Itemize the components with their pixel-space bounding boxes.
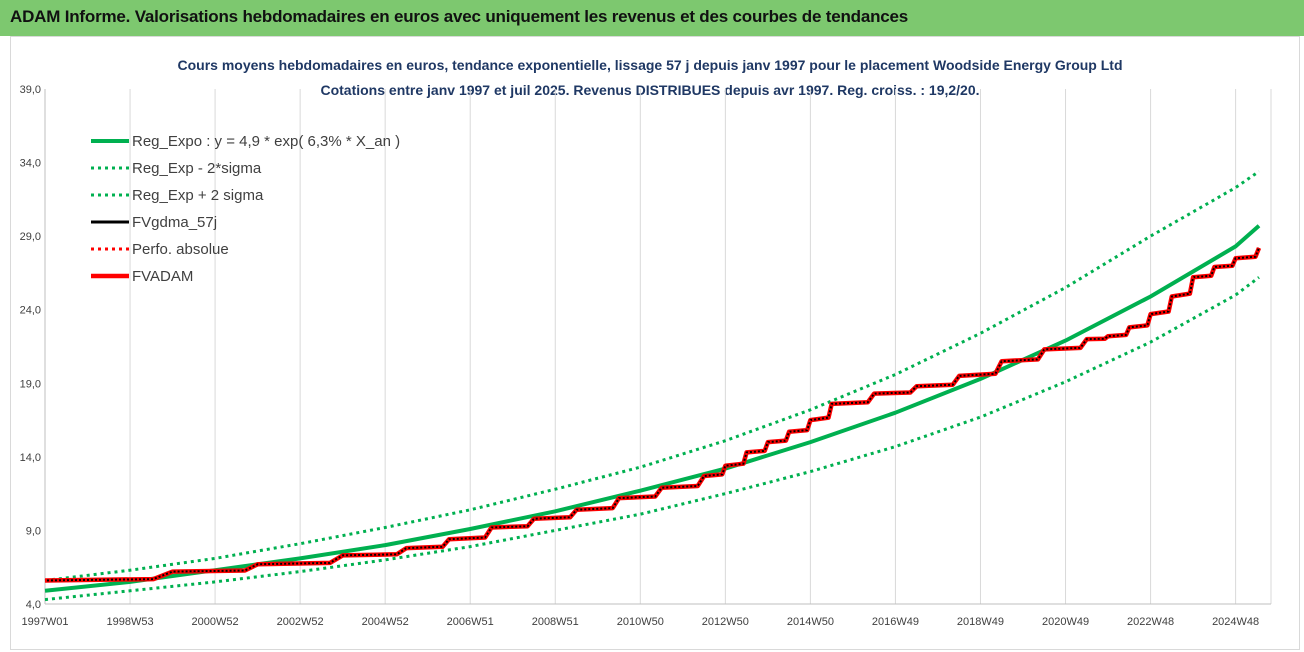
y-tick-label: 9,0 bbox=[26, 525, 41, 537]
series-line-1 bbox=[44, 276, 1260, 602]
x-tick-label: 2010W50 bbox=[617, 616, 664, 628]
chart-svg: Cours moyens hebdomadaires en euros, ten… bbox=[20, 57, 1272, 628]
x-tick-label: 1997W01 bbox=[21, 616, 68, 628]
x-tick-label: 2022W48 bbox=[1127, 616, 1174, 628]
x-tick-label: 1998W53 bbox=[106, 616, 153, 628]
series-line-2 bbox=[44, 170, 1260, 582]
legend: Reg_Expo : y = 4,9 * exp( 6,3% * X_an ) R… bbox=[91, 133, 400, 285]
series-layer bbox=[44, 170, 1262, 602]
chart-subtitle: Cotations entre janv 1997 et juil 2025. … bbox=[320, 82, 979, 98]
legend-label: FVgdma_57j bbox=[132, 214, 217, 231]
x-tick-label: 2002W52 bbox=[277, 616, 324, 628]
x-tick-label: 2006W51 bbox=[447, 616, 494, 628]
y-tick-label: 14,0 bbox=[20, 452, 41, 464]
chart-title: Cours moyens hebdomadaires en euros, ten… bbox=[178, 57, 1123, 73]
x-tick-label: 2000W52 bbox=[192, 616, 239, 628]
x-tick-label: 2012W50 bbox=[702, 616, 749, 628]
y-tick-label: 29,0 bbox=[20, 231, 41, 243]
x-tick-label: 2024W48 bbox=[1212, 616, 1259, 628]
x-tick-label: 2014W50 bbox=[787, 616, 834, 628]
legend-label: Reg_Exp - 2*sigma bbox=[132, 160, 262, 177]
x-tick-label: 2020W49 bbox=[1042, 616, 1089, 628]
series-line-3 bbox=[44, 247, 1260, 582]
x-tick-label: 2016W49 bbox=[872, 616, 919, 628]
chart-area: Cours moyens hebdomadaires en euros, ten… bbox=[10, 36, 1300, 650]
y-tick-label: 19,0 bbox=[20, 378, 41, 390]
legend-label: FVADAM bbox=[132, 268, 193, 285]
header-bar: ADAM Informe. Valorisations hebdomadaire… bbox=[0, 0, 1304, 36]
legend-label: Perfo. absolue bbox=[132, 241, 229, 258]
x-tick-label: 2004W52 bbox=[362, 616, 409, 628]
y-tick-label: 24,0 bbox=[20, 305, 41, 317]
series-line-4 bbox=[44, 247, 1260, 582]
axes: 4,0 9,0 14,0 19,0 24,0 29,0 34,0 39,0 1997W01 199… bbox=[20, 84, 1271, 628]
series-line-0 bbox=[44, 224, 1261, 593]
y-tick-label: 34,0 bbox=[20, 158, 41, 170]
legend-label: Reg_Exp + 2 sigma bbox=[132, 187, 264, 204]
y-tick-label: 4,0 bbox=[26, 599, 41, 611]
x-tick-label: 2018W49 bbox=[957, 616, 1004, 628]
x-tick-label: 2008W51 bbox=[532, 616, 579, 628]
series-line-5 bbox=[44, 247, 1262, 583]
y-tick-label: 39,0 bbox=[20, 84, 41, 96]
legend-label: Reg_Expo : y = 4,9 * exp( 6,3% * X_an ) bbox=[132, 133, 400, 150]
page-title: ADAM Informe. Valorisations hebdomadaire… bbox=[10, 7, 909, 26]
